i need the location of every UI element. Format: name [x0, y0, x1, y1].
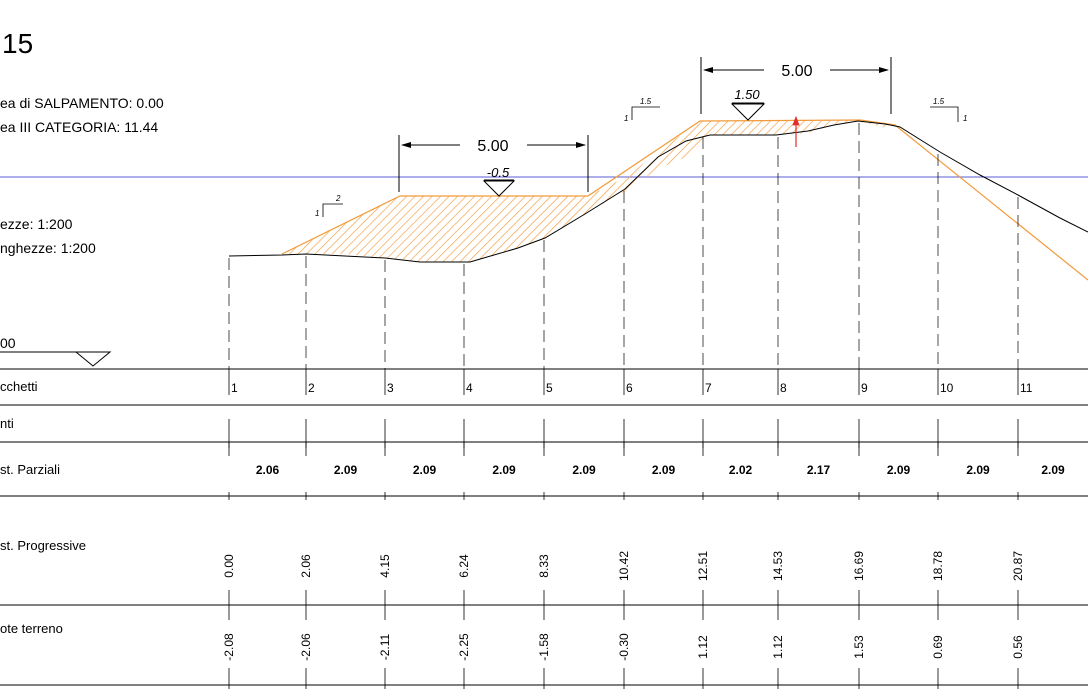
partial-distance: 2.09	[492, 463, 516, 477]
row-label-picchetti: cchetti	[0, 379, 38, 394]
right-dimension-label: 5.00	[781, 63, 812, 80]
salpamento-area: ea di SALPAMENTO: 0.00	[0, 95, 164, 111]
right-slope-v: 1	[963, 114, 967, 123]
ground-elevation: -0.30	[617, 633, 631, 661]
right-dimension: 5.00	[700, 57, 892, 114]
station-label: 2	[308, 381, 315, 395]
ground-elevation: 0.69	[931, 635, 945, 659]
right-elevation-triangle-icon	[730, 103, 766, 121]
left-slope-h: 2	[335, 194, 341, 203]
station-label: 7	[705, 381, 712, 395]
left-slope-v: 1	[315, 209, 319, 218]
station-columns: 1 2.06 0.00 -2.08 2 2.09 2.06 -2.06 3 2.09 4.15 -2.…	[222, 123, 1065, 689]
partial-distance: 2.09	[1041, 463, 1065, 477]
ground-profile-line	[228, 120, 1088, 263]
ground-elevation: -2.06	[299, 633, 313, 661]
station-label: 6	[626, 381, 633, 395]
fill-area	[282, 120, 895, 262]
left-elevation-label: -0.5	[487, 165, 510, 180]
partial-distance: 2.02	[729, 463, 753, 477]
datum-triangle-icon	[74, 351, 112, 367]
partial-distance: 2.09	[413, 463, 437, 477]
row-label-punti: nti	[0, 416, 14, 431]
progressive-distance: 20.87	[1011, 551, 1025, 581]
progressive-distance: 14.53	[771, 551, 785, 581]
datum-value: 00	[0, 335, 16, 351]
progressive-distance: 4.15	[378, 554, 392, 578]
ground-elevation: -2.08	[222, 633, 236, 661]
ground-elevation: 1.12	[696, 635, 710, 659]
progressive-distance: 16.69	[852, 551, 866, 581]
row-label-quote: ote terreno	[0, 621, 63, 636]
left-dimension: 5.00	[398, 135, 589, 192]
scale-heights: ezze: 1:200	[0, 216, 73, 232]
progressive-distance: 18.78	[931, 551, 945, 581]
left-elevation-triangle-icon	[482, 180, 516, 197]
mid-slope-v: 1	[624, 114, 628, 123]
right-slope-h: 1.5	[933, 97, 945, 106]
progressive-distance: 8.33	[537, 554, 551, 578]
section-title: 15	[2, 28, 33, 59]
mid-slope-h: 1.5	[640, 97, 652, 106]
ground-elevation: -2.11	[378, 633, 392, 660]
ground-elevation: -1.58	[537, 633, 551, 661]
row-label-progressive: st. Progressive	[0, 538, 86, 553]
ground-elevation: -2.25	[457, 633, 471, 661]
station-label: 11	[1020, 381, 1033, 395]
station-label: 1	[231, 381, 238, 395]
progressive-distance: 2.06	[299, 554, 313, 578]
partial-distance: 2.09	[572, 463, 596, 477]
progressive-distance: 0.00	[222, 554, 236, 578]
station-label: 4	[466, 381, 473, 395]
station-label: 8	[780, 381, 787, 395]
progressive-distance: 6.24	[457, 554, 471, 578]
right-elevation-label: 1.50	[734, 87, 760, 102]
left-dimension-label: 5.00	[477, 138, 508, 155]
station-label: 3	[387, 381, 394, 395]
ground-elevation: 0.56	[1011, 635, 1025, 659]
scale-lengths: nghezze: 1:200	[0, 240, 96, 256]
row-label-parziali: st. Parziali	[0, 462, 60, 477]
progressive-distance: 12.51	[696, 551, 710, 581]
partial-distance: 2.06	[256, 463, 280, 477]
partial-distance: 2.09	[334, 463, 358, 477]
station-label: 9	[861, 381, 868, 395]
partial-distance: 2.09	[652, 463, 676, 477]
station-label: 10	[940, 381, 954, 395]
design-profile-line	[281, 119, 1088, 281]
left-slope-marker: 2 1	[315, 194, 343, 218]
partial-distance: 2.09	[966, 463, 990, 477]
progressive-distance: 10.42	[617, 551, 631, 581]
station-label: 5	[546, 381, 553, 395]
categoria-area: ea III CATEGORIA: 11.44	[0, 119, 158, 135]
partial-distance: 2.17	[807, 463, 831, 477]
ground-elevation: 1.53	[852, 635, 866, 659]
mid-slope-marker: 1.5 1	[624, 97, 660, 123]
partial-distance: 2.09	[887, 463, 911, 477]
right-slope-marker: 1.5 1	[930, 97, 967, 123]
ground-elevation: 1.12	[771, 635, 785, 659]
